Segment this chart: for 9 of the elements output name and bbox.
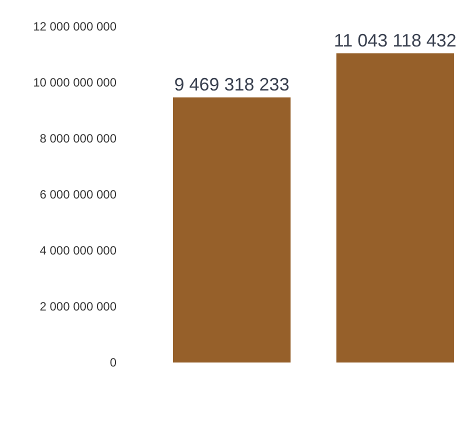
y-tick-label: 4 000 000 000 xyxy=(40,244,117,258)
y-tick-label: 10 000 000 000 xyxy=(33,76,117,90)
y-tick-label: 0 xyxy=(110,356,117,370)
data-label: 11 043 118 432 xyxy=(334,30,456,50)
y-tick-label: 6 000 000 000 xyxy=(40,188,117,202)
y-tick-label: 8 000 000 000 xyxy=(40,132,117,146)
y-tick-label: 12 000 000 000 xyxy=(33,20,117,34)
data-label: 9 469 318 233 xyxy=(174,74,290,94)
y-tick-label: 2 000 000 000 xyxy=(40,300,117,314)
